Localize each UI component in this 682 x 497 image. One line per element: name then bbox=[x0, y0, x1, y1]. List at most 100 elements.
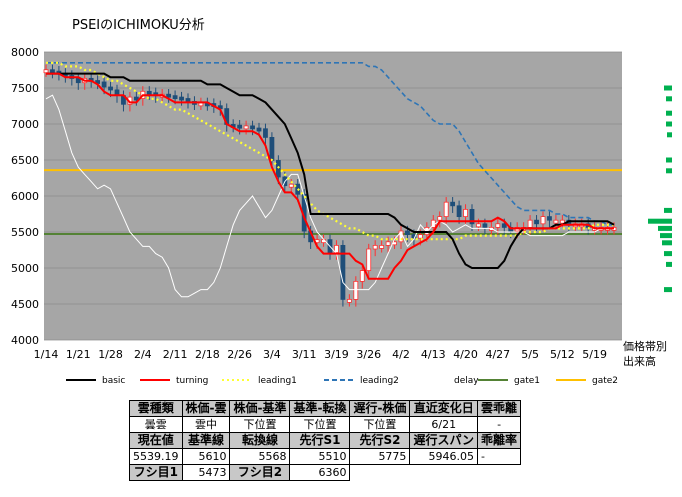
y-tick-label-6500: 6500 bbox=[11, 154, 39, 167]
ichimoku-summary-table: 雲種類 株価-雲 株価-基準 基準-転換 遅行-株価 直近変化日 雲乖離 曇雲 … bbox=[129, 400, 522, 481]
grid-lines bbox=[44, 51, 622, 341]
chart-title: PSEIのICHIMOKU分析 bbox=[72, 18, 205, 33]
candle-body bbox=[482, 223, 488, 228]
candle-body bbox=[405, 230, 410, 235]
candle-body bbox=[346, 298, 352, 303]
candle-body bbox=[469, 208, 475, 225]
candle-body bbox=[185, 98, 191, 102]
legend-label-delay: delay bbox=[454, 376, 479, 386]
candle-body bbox=[547, 216, 552, 221]
value-delay-price: 下位置 bbox=[349, 416, 411, 433]
candle-body bbox=[237, 124, 243, 129]
volume-profile-label-line1: 価格帯別 bbox=[623, 339, 667, 353]
value-basic-turning: 下位置 bbox=[289, 416, 351, 433]
x-tick-label-4/2: 4/2 bbox=[392, 348, 410, 361]
candle-body bbox=[553, 219, 559, 224]
value-leading-s1: 5510 bbox=[289, 448, 351, 465]
volume-profile-bar bbox=[658, 225, 672, 231]
x-tick-label-5/19: 5/19 bbox=[582, 348, 607, 361]
x-tick-label-4/27: 4/27 bbox=[485, 348, 510, 361]
legend-label-basic: basic bbox=[102, 376, 125, 386]
volume-profile-bar bbox=[664, 207, 672, 213]
header-basic-line: 基準線 bbox=[181, 432, 231, 449]
candle-body bbox=[250, 125, 255, 130]
x-tick-label-3/19: 3/19 bbox=[324, 348, 349, 361]
y-tick-label-5500: 5500 bbox=[11, 226, 39, 239]
table-row-1: 雲種類 株価-雲 株価-基準 基準-転換 遅行-株価 直近変化日 雲乖離 bbox=[129, 400, 522, 417]
x-tick-label-2/18: 2/18 bbox=[195, 348, 220, 361]
candle-body bbox=[243, 125, 249, 130]
header-turning-line: 転換線 bbox=[229, 432, 291, 449]
candle-body bbox=[540, 216, 546, 225]
candle-body bbox=[450, 201, 456, 207]
value-delay-span: 5946.05 bbox=[409, 448, 479, 465]
header-fushi-2: フシ目2 bbox=[229, 464, 291, 481]
volume-profile-bar bbox=[666, 157, 672, 163]
x-tick-label-2/4: 2/4 bbox=[134, 348, 152, 361]
volume-profile-bar bbox=[664, 287, 672, 293]
x-tick-label-2/26: 2/26 bbox=[227, 348, 252, 361]
x-tick-label-1/14: 1/14 bbox=[34, 348, 59, 361]
basic-line bbox=[46, 72, 615, 269]
x-tick-label-2/11: 2/11 bbox=[163, 348, 188, 361]
value-fushi-2: 6360 bbox=[289, 464, 351, 481]
value-turning-line: 5568 bbox=[229, 448, 291, 465]
leading2-line bbox=[46, 62, 614, 226]
candle-body bbox=[501, 223, 507, 228]
candle-body bbox=[527, 219, 533, 228]
x-tick-label-5/5: 5/5 bbox=[521, 348, 539, 361]
y-tick-label-7500: 7500 bbox=[11, 82, 39, 95]
candle-body bbox=[334, 244, 339, 253]
gate-lines bbox=[44, 169, 622, 235]
table-row-2: 曇雲 雲中 下位置 下位置 下位置 6/21 - bbox=[129, 416, 522, 433]
volume-profile-bar bbox=[664, 85, 672, 91]
header-last-change-date: 直近変化日 bbox=[409, 400, 479, 417]
header-fushi-1: フシ目1 bbox=[129, 464, 183, 481]
x-tick-label-4/13: 4/13 bbox=[421, 348, 446, 361]
table-row-4: 5539.19 5610 5568 5510 5775 5946.05 - bbox=[129, 448, 522, 465]
candle-body bbox=[559, 219, 565, 224]
value-cloud-type: 曇雲 bbox=[129, 416, 183, 433]
header-price-cloud: 株価-雲 bbox=[181, 400, 231, 417]
header-cloud-type: 雲種類 bbox=[129, 400, 183, 417]
volume-profile-bar bbox=[662, 240, 672, 246]
candle-body bbox=[443, 201, 449, 217]
candle-body bbox=[166, 93, 172, 98]
x-tick-label-3/26: 3/26 bbox=[356, 348, 381, 361]
candle-body bbox=[456, 205, 462, 218]
x-tick-label-3/11: 3/11 bbox=[292, 348, 317, 361]
volume-profile-bar bbox=[664, 251, 672, 257]
candle-body bbox=[534, 219, 539, 225]
candle-body bbox=[288, 183, 294, 188]
candle-body bbox=[108, 86, 113, 91]
candle-body bbox=[133, 96, 139, 101]
candle-body bbox=[179, 96, 184, 101]
candle-body bbox=[437, 216, 443, 221]
value-last-change-date: 6/21 bbox=[409, 416, 479, 433]
indicator-lines bbox=[45, 61, 615, 298]
y-tick-label-4000: 4000 bbox=[11, 334, 39, 347]
legend-label-leading1: leading1 bbox=[258, 376, 297, 386]
candle-body bbox=[353, 280, 359, 300]
header-leading-s2: 先行S2 bbox=[349, 432, 411, 449]
x-tick-label-1/28: 1/28 bbox=[98, 348, 123, 361]
x-axis: 1/14 1/21 1/28 2/4 2/11 2/18 2/26 3/4 3/11 3/19 3/… bbox=[34, 348, 607, 361]
candle-body bbox=[476, 223, 481, 228]
candle-body bbox=[417, 234, 423, 239]
volume-profile-label-line2: 出来高 bbox=[623, 354, 656, 368]
y-tick-label-4500: 4500 bbox=[11, 298, 39, 311]
header-delay-price: 遅行-株価 bbox=[349, 400, 411, 417]
legend-label-gate1: gate1 bbox=[514, 376, 540, 386]
candle-body bbox=[463, 208, 468, 217]
legend-label-turning: turning bbox=[176, 376, 208, 386]
value-cloud-gap: - bbox=[477, 416, 522, 433]
empty-cell bbox=[478, 465, 521, 481]
candle-body bbox=[50, 69, 55, 74]
header-price-basic: 株価-基準 bbox=[229, 400, 291, 417]
header-leading-s1: 先行S1 bbox=[289, 432, 351, 449]
candle-body bbox=[372, 244, 378, 250]
header-deviation-rate: 乖離率 bbox=[477, 432, 522, 449]
value-deviation-rate: - bbox=[477, 448, 522, 465]
candle-body bbox=[269, 136, 275, 161]
